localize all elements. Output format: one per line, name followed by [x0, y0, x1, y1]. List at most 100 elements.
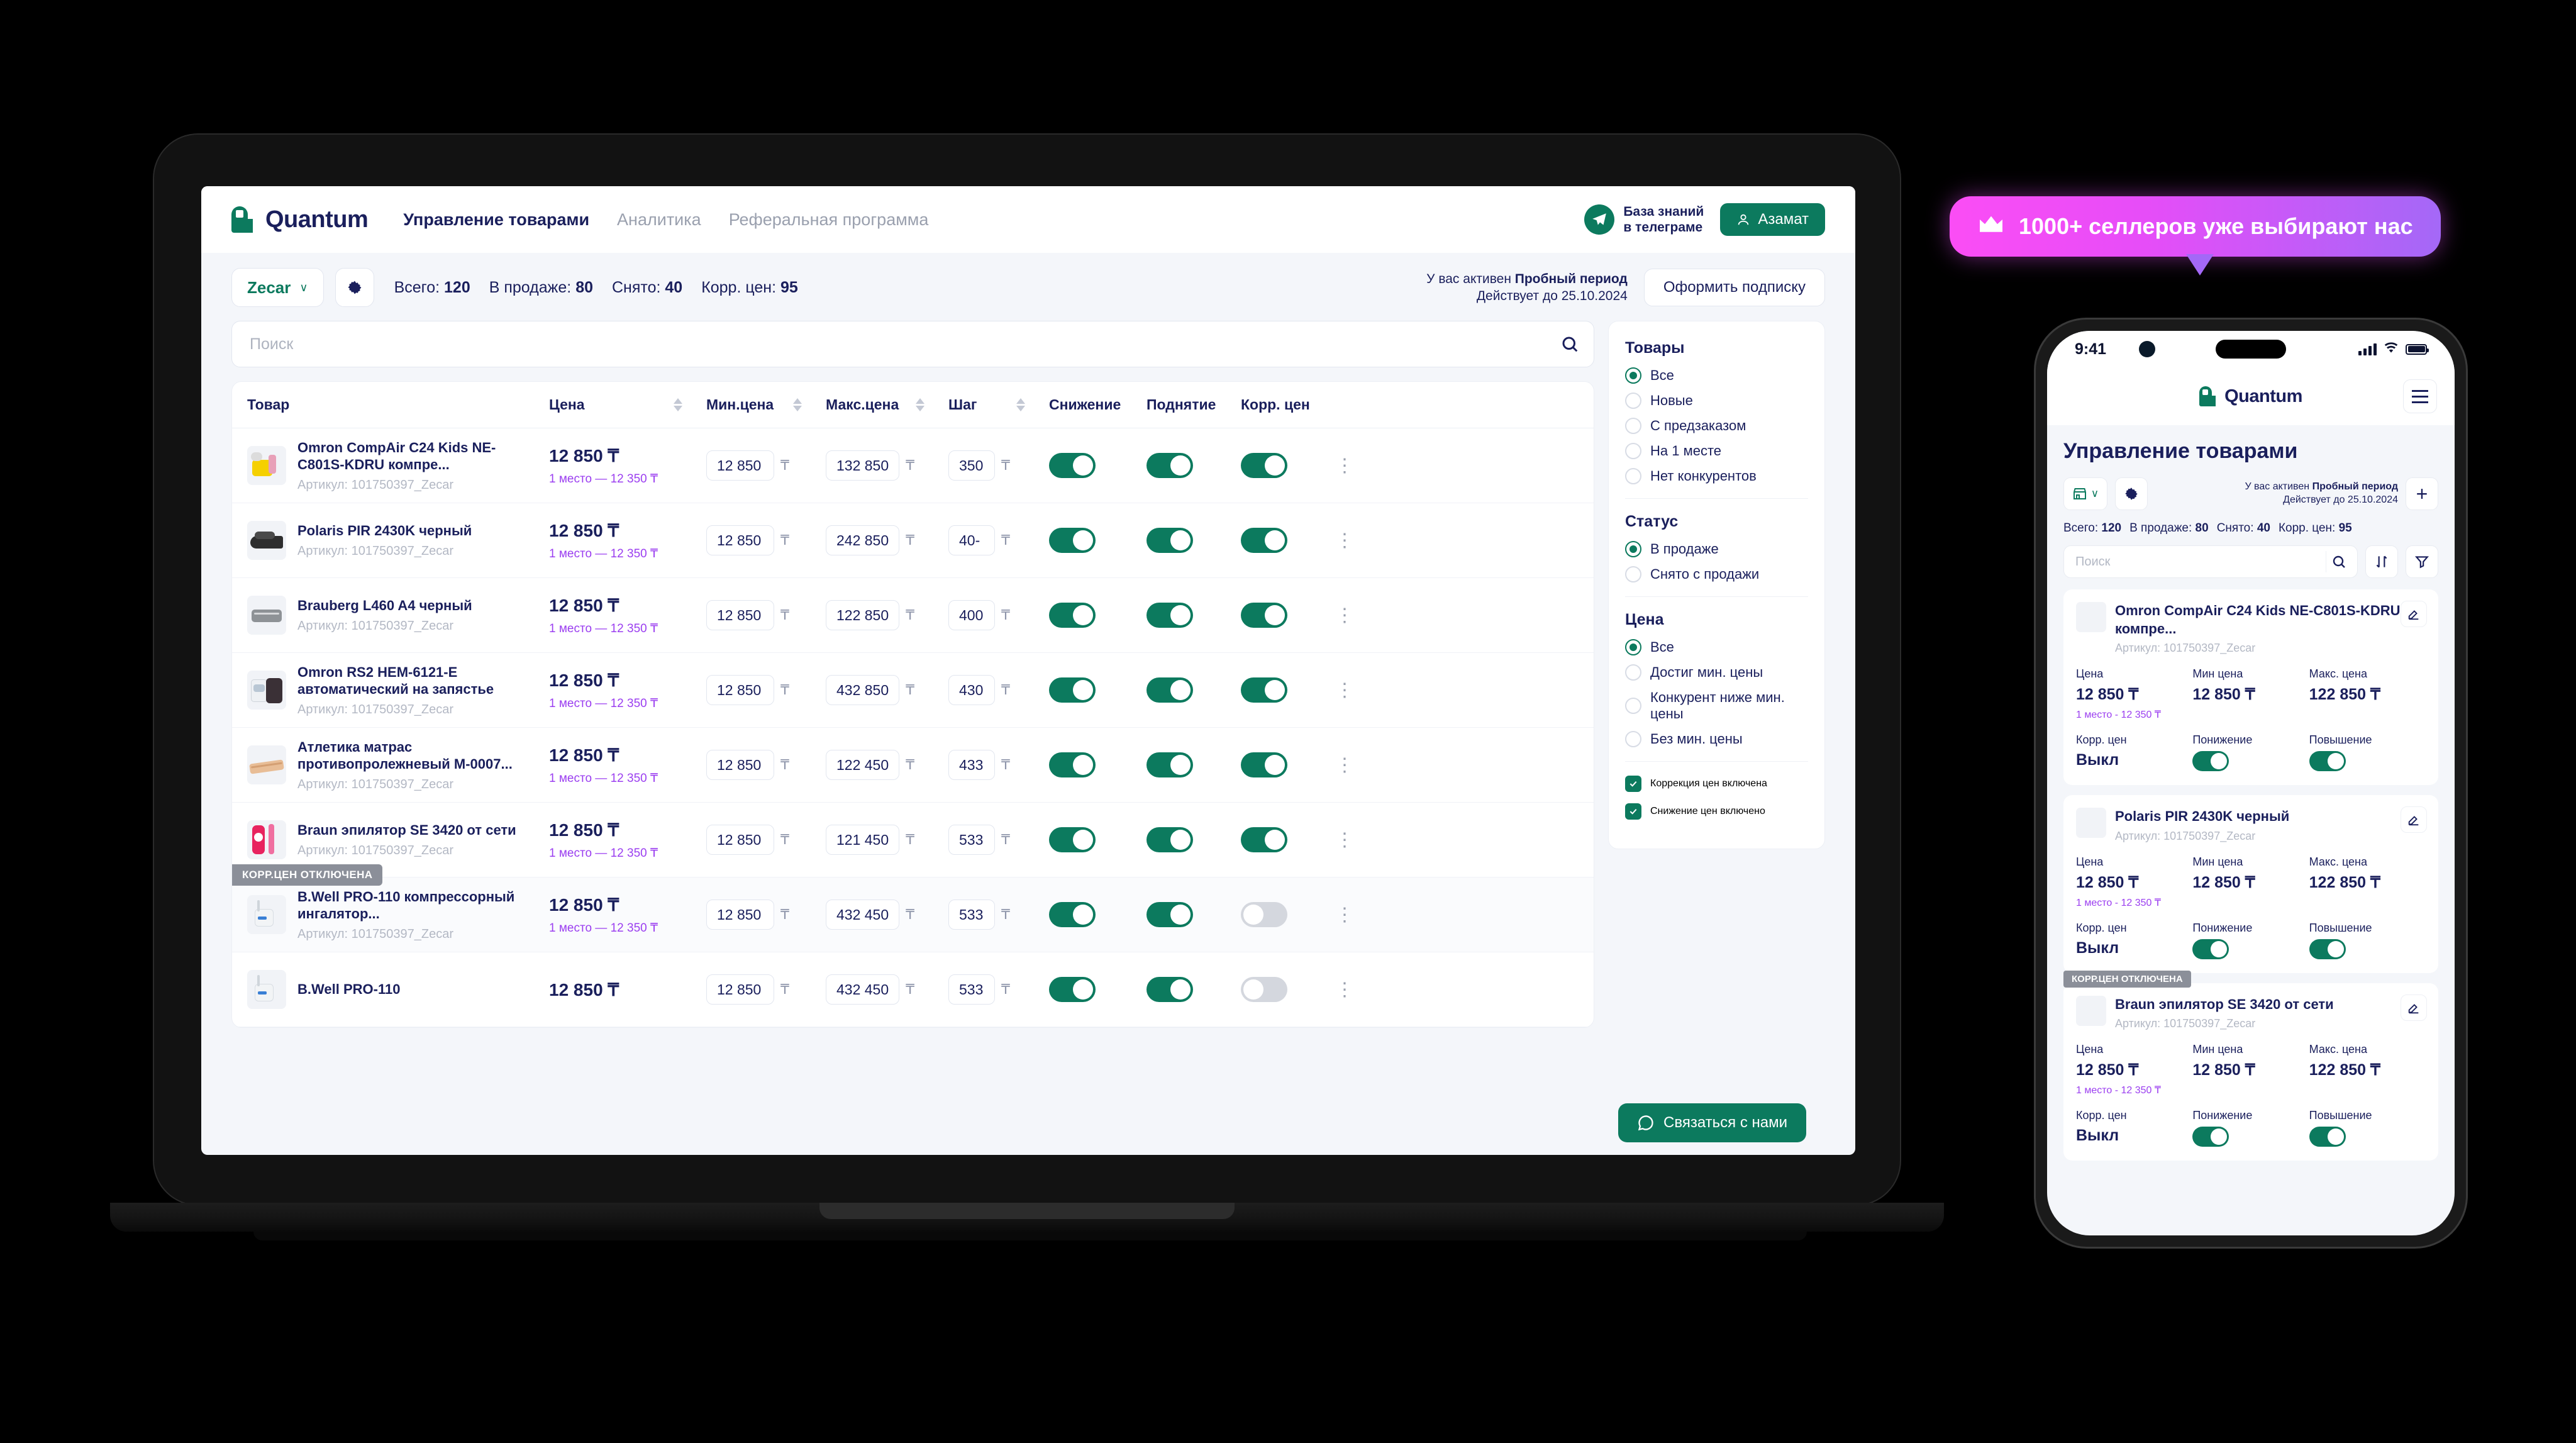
filter-option[interactable]: Нет конкурентов [1625, 468, 1808, 484]
step-input[interactable]: 350 [948, 450, 995, 481]
corr-toggle[interactable] [1241, 752, 1287, 777]
more-options-icon[interactable]: ⋮ [1335, 829, 1355, 850]
search-input[interactable] [250, 335, 1552, 354]
raise-toggle[interactable] [1146, 752, 1193, 777]
corr-toggle[interactable] [1241, 827, 1287, 852]
brand-logo[interactable]: Quantum [231, 206, 369, 233]
phone-settings-button[interactable] [2115, 477, 2148, 510]
sort-min-icon[interactable] [793, 398, 802, 411]
max-price-input[interactable]: 432 450 [826, 974, 900, 1005]
user-menu-button[interactable]: Азамат [1720, 203, 1825, 236]
filter-option[interactable]: Новые [1625, 393, 1808, 409]
step-input[interactable]: 430 [948, 675, 995, 705]
lower-toggle[interactable] [1049, 902, 1096, 927]
raise-toggle[interactable] [1146, 902, 1193, 927]
row-actions[interactable]: ⋮ [1320, 530, 1360, 552]
sort-step-icon[interactable] [1016, 398, 1025, 411]
step-input[interactable]: 533 [948, 974, 995, 1005]
phone-lower-toggle[interactable] [2192, 1127, 2229, 1147]
nav-item-products[interactable]: Управление товарами [403, 209, 590, 229]
phone-filter-button[interactable] [2406, 545, 2438, 578]
phone-product-card[interactable]: Polaris PIR 2430K черный Артикул: 101750… [2063, 795, 2438, 973]
row-actions[interactable]: ⋮ [1320, 829, 1360, 851]
phone-product-card[interactable]: Omron CompAir C24 Kids NE-C801S-KDRU ком… [2063, 589, 2438, 786]
more-options-icon[interactable]: ⋮ [1335, 979, 1355, 1000]
filter-option[interactable]: Конкурент ниже мин. цены [1625, 689, 1808, 722]
raise-toggle[interactable] [1146, 677, 1193, 703]
lower-toggle[interactable] [1049, 603, 1096, 628]
checkbox-icon[interactable] [1625, 776, 1641, 792]
table-row[interactable]: КОРР.ЦЕН ОТКЛЮЧЕНА B.Well PRO-110 компре… [232, 864, 1594, 952]
max-price-input[interactable]: 122 850 [826, 600, 900, 630]
more-options-icon[interactable]: ⋮ [1335, 455, 1355, 476]
max-price-input[interactable]: 432 850 [826, 675, 900, 705]
raise-toggle[interactable] [1146, 453, 1193, 478]
lower-toggle[interactable] [1049, 977, 1096, 1002]
shop-selector[interactable]: Zecar ∨ [231, 268, 324, 307]
phone-lower-toggle[interactable] [2192, 939, 2229, 959]
contact-us-button[interactable]: Связаться с нами [1618, 1103, 1806, 1142]
radio-icon[interactable] [1625, 731, 1641, 747]
lower-toggle[interactable] [1049, 677, 1096, 703]
lower-toggle[interactable] [1049, 528, 1096, 553]
filter-option[interactable]: Все [1625, 367, 1808, 384]
max-price-input[interactable]: 122 450 [826, 750, 900, 780]
row-actions[interactable]: ⋮ [1320, 604, 1360, 627]
radio-icon[interactable] [1625, 418, 1641, 434]
table-row[interactable]: Brauberg L460 A4 черный Артикул: 1017503… [232, 578, 1594, 653]
phone-search-input[interactable] [2075, 554, 2326, 569]
settings-button[interactable] [335, 268, 374, 307]
filter-option[interactable]: На 1 месте [1625, 443, 1808, 459]
radio-icon[interactable] [1625, 639, 1641, 655]
phone-search-button[interactable] [2326, 551, 2351, 572]
col-header-min-price[interactable]: Мин.цена [691, 396, 811, 413]
corr-toggle[interactable] [1241, 603, 1287, 628]
checkbox-icon[interactable] [1625, 803, 1641, 820]
edit-button[interactable] [2401, 601, 2427, 627]
row-actions[interactable]: ⋮ [1320, 455, 1360, 477]
more-options-icon[interactable]: ⋮ [1335, 604, 1355, 626]
more-options-icon[interactable]: ⋮ [1335, 679, 1355, 701]
more-options-icon[interactable]: ⋮ [1335, 904, 1355, 925]
phone-shop-selector[interactable]: ∨ [2063, 477, 2107, 510]
radio-icon[interactable] [1625, 698, 1641, 714]
step-input[interactable]: 433 [948, 750, 995, 780]
lower-toggle[interactable] [1049, 453, 1096, 478]
subscribe-button[interactable]: Оформить подписку [1643, 269, 1825, 306]
max-price-input[interactable]: 121 450 [826, 825, 900, 855]
lower-toggle[interactable] [1049, 752, 1096, 777]
corr-toggle[interactable] [1241, 453, 1287, 478]
lower-toggle[interactable] [1049, 827, 1096, 852]
phone-product-card[interactable]: КОРР.ЦЕН ОТКЛЮЧЕНА Braun эпилятор SE 342… [2063, 970, 2438, 1161]
sort-max-icon[interactable] [916, 398, 924, 411]
filter-option[interactable]: Без мин. цены [1625, 731, 1808, 747]
radio-icon[interactable] [1625, 566, 1641, 582]
step-input[interactable]: 533 [948, 825, 995, 855]
more-options-icon[interactable]: ⋮ [1335, 530, 1355, 551]
table-row[interactable]: Omron RS2 HEM-6121-E автоматический на з… [232, 653, 1594, 728]
telegram-knowledge-base[interactable]: База знаний в телеграме [1584, 204, 1704, 235]
search-button[interactable] [1552, 326, 1587, 362]
row-actions[interactable]: ⋮ [1320, 679, 1360, 701]
max-price-input[interactable]: 132 850 [826, 450, 900, 481]
radio-icon[interactable] [1625, 443, 1641, 459]
col-header-step[interactable]: Шаг [933, 396, 1034, 413]
radio-icon[interactable] [1625, 393, 1641, 409]
step-input[interactable]: 40- [948, 525, 995, 555]
min-price-input[interactable]: 12 850 [706, 600, 774, 630]
phone-add-button[interactable]: + [2406, 477, 2438, 510]
min-price-input[interactable]: 12 850 [706, 750, 774, 780]
row-actions[interactable]: ⋮ [1320, 979, 1360, 1001]
filter-option[interactable]: Все [1625, 639, 1808, 655]
search-bar[interactable] [231, 321, 1594, 367]
min-price-input[interactable]: 12 850 [706, 450, 774, 481]
table-row[interactable]: Атлетика матрас противопролежневый M-000… [232, 728, 1594, 803]
row-actions[interactable]: ⋮ [1320, 904, 1360, 926]
table-row[interactable]: B.Well PRO-110 12 850 ₸ 12 850 ₸ 432 450 ₸… [232, 952, 1594, 1027]
min-price-input[interactable]: 12 850 [706, 900, 774, 930]
table-row[interactable]: Braun эпилятор SE 3420 от сети Артикул: … [232, 803, 1594, 878]
col-header-max-price[interactable]: Макс.цена [811, 396, 933, 413]
corr-toggle[interactable] [1241, 528, 1287, 553]
phone-lower-toggle[interactable] [2192, 751, 2229, 772]
filter-checkbox[interactable]: Коррекция цен включена [1625, 776, 1808, 792]
